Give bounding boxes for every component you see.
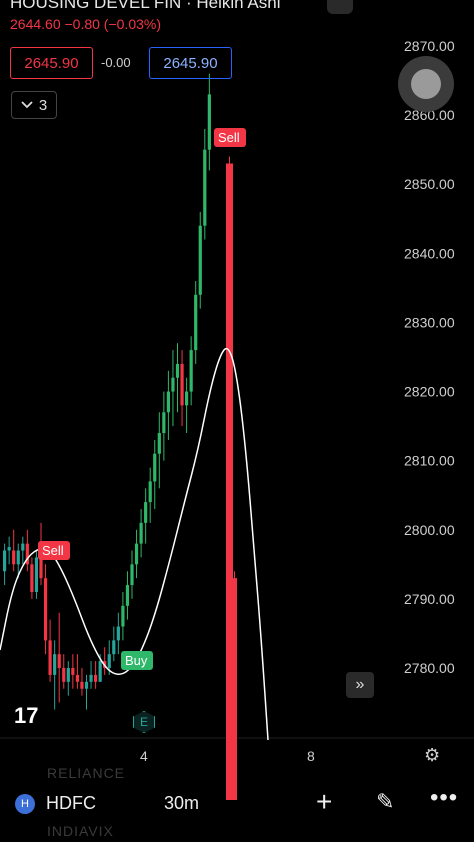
candle-body (171, 377, 175, 392)
candle-body (112, 640, 116, 655)
candle-body (198, 225, 202, 295)
candle-body (21, 543, 25, 551)
candle-body (175, 363, 180, 378)
candle-body (148, 481, 152, 503)
price-axis-label: 2850.00 (404, 176, 455, 192)
ghost-symbol-top: RELIANCE (47, 765, 126, 781)
candle-body (80, 681, 84, 689)
time-axis-label: 8 (307, 748, 315, 764)
indicator-count: 3 (38, 96, 48, 114)
candle-body (232, 578, 237, 800)
tradingview-logo-icon: 17 (14, 703, 39, 728)
candle-body (34, 557, 39, 592)
signal-label: Buy (125, 653, 148, 668)
candle-body (194, 294, 198, 351)
chevron-down-icon (21, 101, 33, 109)
signal-label-bg (121, 651, 153, 670)
candle-body (25, 543, 29, 565)
candle-body (157, 433, 161, 454)
candle-body (7, 547, 11, 551)
candle-body (189, 350, 193, 392)
signal-label-bg (214, 128, 246, 147)
candle-body (39, 557, 43, 579)
candle-body (116, 626, 120, 641)
drawing-tools-icon[interactable]: ✎ (376, 789, 395, 814)
candle-body (84, 681, 89, 689)
candle-body (48, 640, 52, 675)
spread-value: -0.00 (101, 55, 131, 70)
double-chevron-right-icon: » (355, 676, 365, 693)
candle-body (43, 578, 48, 641)
candle-body (16, 550, 20, 565)
signal-label: Sell (218, 130, 240, 145)
last-price-change: 2644.60 −0.80 (−0.03%) (10, 16, 162, 32)
candle-body (166, 391, 170, 413)
price-axis-label: 2860.00 (404, 107, 455, 123)
candle-body (180, 363, 184, 406)
candle-body (62, 668, 66, 682)
time-axis-label: 4 (140, 748, 148, 764)
candle-body (30, 564, 34, 592)
ghost-symbol-bottom: INDIAVIX (47, 823, 114, 839)
signal-label: Sell (42, 543, 64, 558)
header-menu-button[interactable] (327, 0, 353, 14)
candle-body (12, 550, 16, 565)
interval-button[interactable]: 30m (164, 793, 200, 813)
candle-body (134, 543, 139, 565)
candle-body (53, 654, 57, 675)
fab-circle-icon (411, 69, 441, 99)
add-icon[interactable]: + (316, 786, 333, 817)
candle-body (3, 550, 7, 572)
scroll-to-realtime-button[interactable]: » (346, 672, 374, 698)
candle-body (203, 149, 207, 226)
price-axis-label: 2780.00 (404, 660, 455, 676)
signal-label-bg (38, 541, 70, 560)
bottom-toolbar: H HDFC 30m + ✎ ••• (0, 780, 474, 828)
candle-body (66, 668, 70, 682)
candle-body (57, 654, 61, 668)
candle-body (207, 94, 211, 150)
candle-body (139, 522, 143, 544)
candle-body (125, 585, 130, 606)
chart-settings-icon[interactable]: ⚙ (424, 745, 441, 765)
sell-price-button[interactable]: 2645.90 (10, 47, 93, 79)
candle-body (162, 412, 166, 434)
candle-body (107, 654, 111, 668)
price-axis-label: 2800.00 (404, 522, 455, 538)
candle-body (153, 453, 157, 482)
price-axis-label: 2810.00 (404, 453, 455, 469)
candle-body (89, 674, 93, 682)
candle-body (144, 502, 148, 523)
more-menu-icon[interactable]: ••• (430, 784, 459, 811)
price-axis-label: 2790.00 (404, 591, 455, 607)
price-axis-label: 2840.00 (404, 245, 455, 261)
price-axis-label: 2870.00 (404, 38, 455, 54)
candle-body (130, 564, 134, 586)
price-axis-label: 2820.00 (404, 384, 455, 400)
symbol-logo-icon: H (15, 794, 35, 814)
price-axis-label: 2830.00 (404, 314, 455, 330)
candle-body (75, 674, 79, 682)
candle-body (185, 391, 189, 406)
buy-price-button[interactable]: 2645.90 (149, 47, 232, 79)
candle-body (94, 674, 98, 682)
symbol-search-button[interactable]: HDFC (46, 793, 96, 813)
candle-body (121, 605, 125, 627)
candle-body (226, 163, 233, 800)
symbol-title: HOUSING DEVEL FIN · Heikin Ashi (10, 0, 281, 12)
earnings-badge[interactable]: E (133, 711, 155, 733)
indicators-toggle-button[interactable]: 3 (11, 91, 57, 119)
candle-body (98, 661, 102, 682)
floating-action-button[interactable] (398, 56, 454, 112)
candle-body (71, 668, 75, 675)
